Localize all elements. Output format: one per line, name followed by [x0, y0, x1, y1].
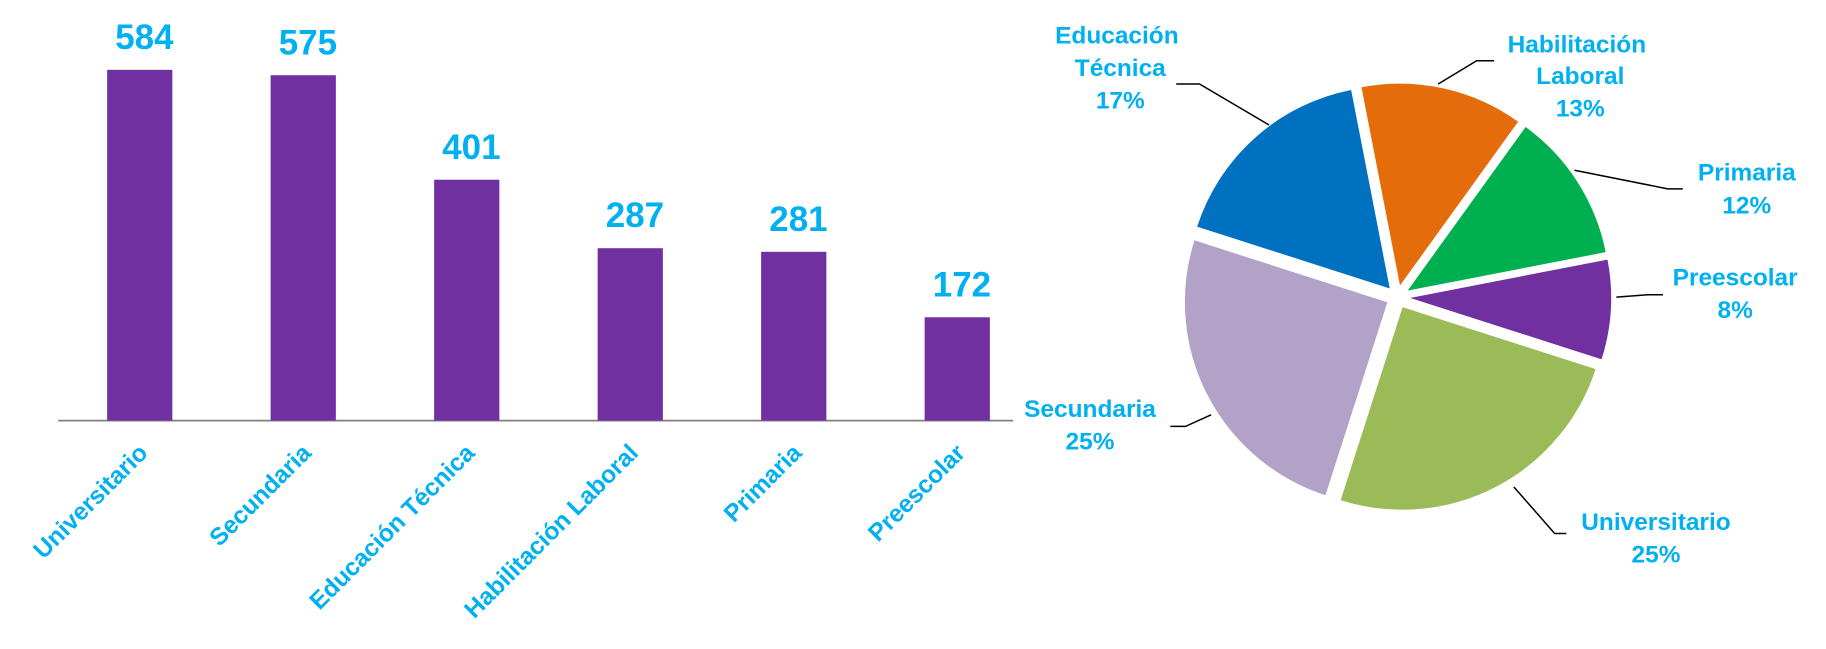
bar	[924, 317, 990, 421]
slice-label: Universitario	[1581, 509, 1730, 536]
value-label: 287	[606, 196, 664, 235]
value-label: 575	[279, 23, 337, 62]
bar	[597, 248, 663, 421]
slice-value-label: 17%	[1096, 87, 1145, 114]
bar	[761, 251, 827, 421]
leader-line	[1170, 414, 1212, 428]
bar	[107, 69, 173, 421]
bar	[270, 75, 336, 421]
pie-slice	[1195, 88, 1392, 291]
pie-slice	[1360, 82, 1520, 289]
bar	[434, 179, 500, 421]
slice-label: Educación Técnica	[1055, 22, 1185, 82]
leader-line	[1176, 83, 1280, 132]
leader-lines	[1170, 59, 1683, 535]
slice-value-label: 8%	[1718, 297, 1754, 324]
value-label: 401	[442, 128, 500, 167]
leader-line	[1437, 59, 1495, 85]
x-tick-label: Educación Técnica	[305, 439, 481, 615]
value-label: 281	[769, 200, 827, 239]
leader-line	[1574, 169, 1683, 190]
slice-value-label: 12%	[1722, 192, 1771, 219]
value-label: 584	[115, 18, 174, 57]
pie-slice	[1407, 258, 1613, 361]
x-tick-label: Secundaria	[205, 439, 318, 552]
slice-label: Preescolar	[1673, 264, 1798, 291]
value-label: 172	[933, 265, 991, 304]
slice-label: Primaria	[1698, 160, 1796, 187]
slice-value-label: 25%	[1632, 542, 1681, 569]
x-tick-label: Habilitación Laboral	[460, 439, 644, 623]
leader-line	[1513, 486, 1567, 535]
pie-slice	[1183, 238, 1389, 497]
leader-line	[1616, 294, 1663, 298]
slice-value-label: 13%	[1556, 96, 1605, 123]
pie-slice	[1339, 305, 1598, 511]
slice-label: Secundaria	[1024, 396, 1156, 423]
slice-label: Habilitación Laboral	[1508, 32, 1653, 90]
x-tick-label: Preescolar	[863, 439, 971, 547]
x-tick-label: Universitario	[29, 439, 154, 564]
x-tick-label: Primaria	[719, 439, 808, 528]
pie-slice	[1404, 125, 1608, 293]
slice-value-label: 25%	[1066, 429, 1115, 456]
